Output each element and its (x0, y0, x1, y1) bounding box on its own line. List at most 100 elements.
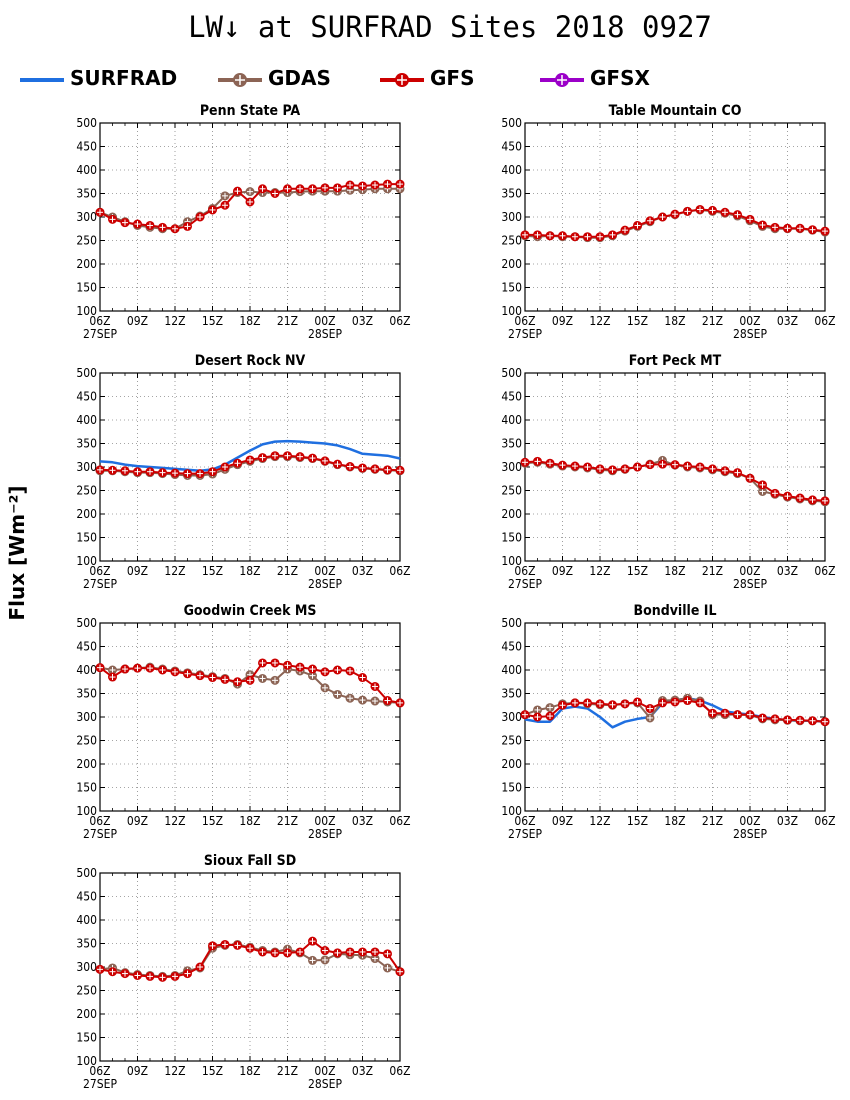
x-tick-label: 06Z (389, 314, 410, 328)
point-gfs (358, 463, 367, 473)
point-gfs (320, 183, 330, 193)
y-tick-label: 100 (76, 304, 97, 318)
point-gfs (258, 658, 267, 668)
y-tick-label: 300 (501, 210, 522, 224)
point-gfs (383, 696, 392, 706)
grid (100, 123, 400, 311)
y-tick-label: 500 (76, 116, 97, 130)
y-tick-label: 300 (76, 960, 97, 974)
chart-fort-peck-mt: Fort Peck MT 100 150 200 250 300 350 400 450 500 0… (501, 353, 835, 591)
point-gfs (595, 232, 605, 242)
x-tick-label: 09Z (127, 564, 148, 578)
point-gfs (558, 460, 567, 470)
date-label: 27SEP (83, 827, 117, 841)
chart-title: Table Mountain CO (609, 103, 742, 119)
point-gfs (120, 664, 130, 674)
point-gfs (520, 457, 530, 467)
point-gfs (308, 453, 317, 463)
point-gfs (383, 949, 392, 959)
y-tick-label: 450 (76, 140, 97, 154)
y-tick-label: 500 (501, 616, 522, 630)
point-gdas (308, 955, 317, 965)
point-gfs (395, 698, 405, 708)
y-tick-label: 500 (76, 366, 97, 380)
point-gfs (220, 462, 230, 472)
point-gfs (95, 663, 105, 673)
x-tick-label: 00Z (314, 564, 335, 578)
point-gfs (783, 491, 792, 501)
legend-swatch-gfs (380, 73, 424, 87)
y-tick-label: 100 (501, 554, 522, 568)
point-gdas (533, 705, 542, 715)
y-tick-label: 300 (76, 210, 97, 224)
point-gfs (270, 948, 280, 958)
y-tick-label: 100 (501, 804, 522, 818)
y-tick-label: 250 (501, 484, 522, 498)
point-gdas (270, 675, 280, 685)
point-gfs (208, 467, 217, 477)
point-gfs (670, 697, 680, 707)
point-gfs (320, 946, 330, 956)
x-tick-label: 09Z (127, 314, 148, 328)
y-tick-label: 200 (76, 507, 97, 521)
x-tick-label: 00Z (739, 814, 760, 828)
point-gfs (395, 465, 405, 475)
point-gfs (720, 207, 730, 217)
x-tick-label: 06Z (814, 564, 835, 578)
legend-swatch-gdas (218, 73, 262, 87)
x-tick-label: 12Z (164, 564, 185, 578)
point-gdas (345, 693, 355, 703)
x-tick-label: 00Z (739, 564, 760, 578)
legend-label-gfsx: GFSX (590, 66, 650, 90)
series-gfs (95, 936, 405, 982)
point-gfs (295, 947, 305, 957)
y-tick-label: 250 (76, 484, 97, 498)
x-tick-label: 06Z (514, 314, 535, 328)
point-gfs (733, 710, 742, 720)
y-tick-label: 100 (501, 304, 522, 318)
chart-bondville-il: Bondville IL 100 150 200 250 300 350 400 450 500 0… (501, 603, 835, 841)
x-tick-label: 21Z (277, 564, 298, 578)
x-tick-label: 15Z (202, 564, 223, 578)
point-gfs (133, 219, 142, 229)
point-gfs (645, 216, 655, 226)
point-gfs (570, 461, 580, 471)
point-gfs (720, 708, 730, 718)
chart-title: Bondville IL (633, 603, 716, 619)
legend-label-gdas: GDAS (268, 66, 331, 90)
point-gdas (358, 695, 367, 705)
point-gfs (583, 698, 592, 708)
series-gfs (95, 451, 405, 479)
point-gfs (120, 218, 130, 228)
date-label: 27SEP (83, 577, 117, 591)
point-gfs (545, 231, 555, 241)
x-tick-label: 21Z (277, 1064, 298, 1078)
point-gfs (533, 712, 542, 722)
point-gfs (395, 179, 405, 189)
point-gfs (658, 212, 667, 222)
point-gfs (583, 232, 592, 242)
series-line-surfrad (99, 439, 401, 473)
point-gfs (208, 205, 217, 215)
point-gfs (358, 673, 367, 683)
y-tick-label: 350 (76, 187, 97, 201)
date-label: 27SEP (83, 327, 117, 341)
point-gfs (108, 672, 117, 682)
point-gfs (170, 667, 180, 677)
date-label: 28SEP (733, 827, 767, 841)
point-gfs (108, 465, 117, 475)
point-gfs (170, 468, 180, 478)
point-gfs (108, 967, 117, 977)
y-tick-label: 350 (501, 187, 522, 201)
point-gfs (295, 184, 305, 194)
point-gfs (820, 496, 830, 506)
point-gfs (795, 715, 805, 725)
y-tick-label: 400 (501, 663, 522, 677)
grid (525, 623, 825, 811)
point-gfs (695, 204, 705, 214)
point-gfs (370, 464, 380, 474)
point-gfs (670, 460, 680, 470)
point-gfs (808, 716, 817, 726)
y-tick-label: 400 (501, 163, 522, 177)
point-gfs (370, 180, 380, 190)
